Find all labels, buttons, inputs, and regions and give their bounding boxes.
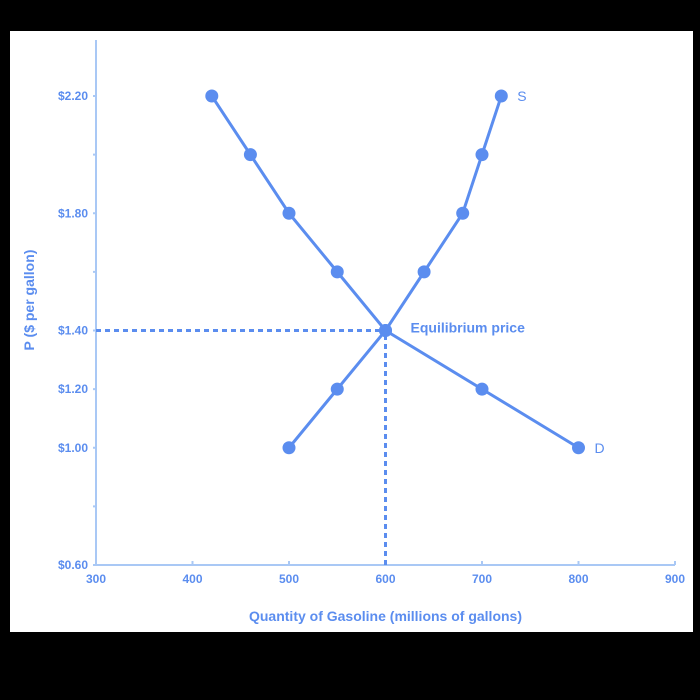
y-axis-title: P ($ per gallon): [21, 250, 37, 351]
supply-curve: [287, 95, 503, 449]
y-tick-label: $1.40: [58, 324, 88, 338]
demand-point: [205, 89, 219, 103]
y-tick-label: $2.20: [58, 89, 88, 103]
supply-point: [494, 89, 508, 103]
x-axis-title: Quantity of Gasoline (millions of gallon…: [249, 608, 522, 624]
demand-point: [330, 265, 344, 279]
supply-point: [330, 382, 344, 396]
x-tick-label: 500: [279, 572, 299, 586]
x-tick-label: 400: [182, 572, 202, 586]
x-tick-label: 700: [472, 572, 492, 586]
x-tick-label: 900: [665, 572, 685, 586]
demand-label: D: [595, 440, 605, 456]
supply-point: [417, 265, 431, 279]
y-tick-label: $1.00: [58, 441, 88, 455]
supply-point: [282, 441, 296, 455]
demand-point: [243, 148, 257, 162]
demand-point: [572, 441, 585, 455]
demand-point: [475, 382, 489, 396]
y-tick-label: $1.80: [58, 206, 88, 220]
supply-point: [456, 206, 470, 220]
x-tick-label: 600: [375, 572, 395, 586]
supply-point: [379, 324, 392, 337]
x-tick-label: 300: [86, 572, 106, 586]
demand-point: [282, 206, 296, 220]
demand-curve: [210, 95, 580, 450]
y-tick-label: $1.20: [58, 382, 88, 396]
y-tick-label: $0.60: [58, 558, 88, 572]
x-tick-label: 800: [568, 572, 588, 586]
equilibrium-price-label: Equilibrium price: [411, 320, 526, 336]
supply-label: S: [517, 88, 526, 104]
supply-point: [475, 148, 489, 162]
